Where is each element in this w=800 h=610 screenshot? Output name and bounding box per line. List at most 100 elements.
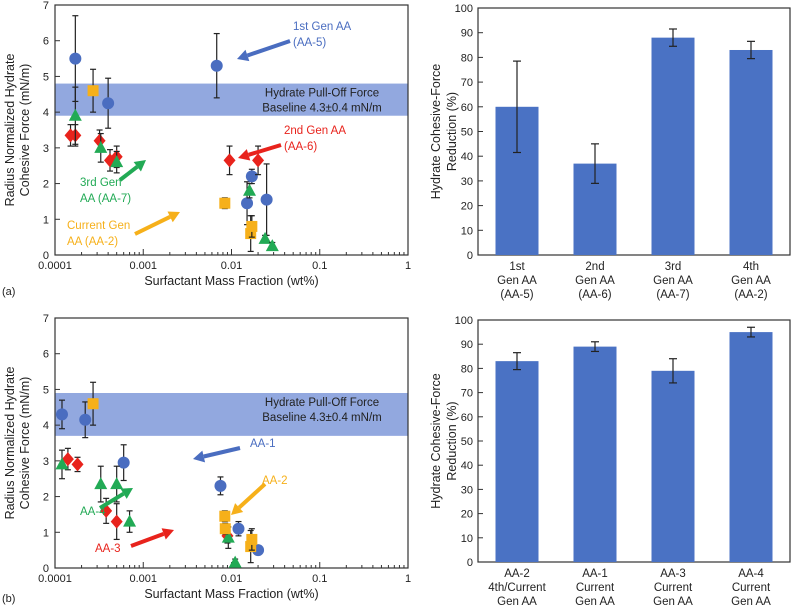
x-tick-label: 0.001 xyxy=(129,260,157,272)
annotation-arrow-head xyxy=(120,488,133,499)
category-label: AA-2 xyxy=(504,568,530,580)
category-label: Gen AA xyxy=(653,275,693,287)
y-tick-label: 80 xyxy=(461,52,473,64)
y-axis-label-line1: Hydrate Cohesive-Force xyxy=(429,373,443,509)
x-axis-label: Surfactant Mass Fraction (wt%) xyxy=(144,274,318,288)
category-label: Gen AA xyxy=(497,275,537,287)
y-axis-label-line1: Radius Normalized Hydrate xyxy=(3,367,17,520)
annotation-label: 2nd Gen AA xyxy=(284,125,346,137)
y-tick-label: 4 xyxy=(43,420,49,432)
data-point xyxy=(214,479,227,492)
scatter-chart-b: Hydrate Pull-Off Force Baseline 4.3±0.4 m… xyxy=(3,313,411,601)
baseline-value-label: Baseline 4.3±0.4 mN/m xyxy=(262,103,381,115)
data-point xyxy=(110,477,124,490)
y-tick-label: 7 xyxy=(43,313,49,325)
data-point xyxy=(258,231,272,244)
data-point xyxy=(243,183,257,196)
x-tick-label: 0.0001 xyxy=(38,573,72,585)
data-point xyxy=(110,155,124,168)
category-label: (AA-7) xyxy=(656,289,689,301)
y-tick-label: 30 xyxy=(461,176,473,188)
annotation-label: AA (AA-7) xyxy=(80,193,131,205)
annotation-arrow-head xyxy=(133,160,146,172)
category-label: Gen AA xyxy=(575,275,615,287)
data-point xyxy=(228,555,242,568)
data-point xyxy=(71,457,84,472)
bar xyxy=(495,361,539,562)
bar xyxy=(729,332,773,562)
y-tick-label: 90 xyxy=(461,339,473,351)
data-point xyxy=(69,52,82,65)
category-label: Gen AA xyxy=(731,596,771,608)
data-point xyxy=(87,398,99,410)
data-point xyxy=(210,59,223,72)
annotation-label: AA-1 xyxy=(250,438,276,450)
data-point xyxy=(123,514,137,527)
data-point xyxy=(223,153,236,168)
y-tick-label: 4 xyxy=(43,107,49,119)
annotation-label: 1st Gen AA xyxy=(293,21,352,33)
y-tick-label: 90 xyxy=(461,28,473,40)
annotation-label: 3rd Gen xyxy=(80,177,122,189)
annotation-arrow-shaft xyxy=(203,446,241,459)
category-label: Gen AA xyxy=(731,275,771,287)
category-label: 3rd xyxy=(665,261,682,273)
annotation-arrow-head xyxy=(238,149,251,161)
category-label: 4th xyxy=(743,261,759,273)
data-point xyxy=(219,197,231,209)
annotation-arrow-shaft xyxy=(237,482,267,510)
y-axis-label-line2: Cohesive Force (mN/m) xyxy=(18,377,32,510)
x-tick-label: 0.01 xyxy=(221,260,242,272)
annotation-arrow-shaft xyxy=(134,215,171,236)
category-label: AA-3 xyxy=(660,568,686,580)
y-tick-label: 1 xyxy=(43,214,49,226)
scatter-chart-a: Hydrate Pull-Off Force Baseline 4.3±0.4 m… xyxy=(3,0,411,288)
y-tick-label: 0 xyxy=(43,563,49,575)
data-point xyxy=(246,533,258,545)
y-tick-label: 100 xyxy=(455,3,473,15)
y-tick-label: 10 xyxy=(461,533,473,545)
annotation-label: Current Gen xyxy=(67,220,130,232)
baseline-value-label: Baseline 4.3±0.4 mN/m xyxy=(262,412,381,424)
category-label: 1st xyxy=(509,261,525,273)
y-tick-label: 6 xyxy=(43,36,49,48)
annotation-arrow-head xyxy=(237,49,250,62)
data-point xyxy=(117,456,130,469)
data-point xyxy=(87,85,99,97)
annotation-arrow-head xyxy=(193,450,206,463)
plot-frame xyxy=(54,317,409,569)
x-tick-label: 0.0001 xyxy=(38,260,72,272)
annotation-arrow-head xyxy=(161,528,174,540)
category-label: Current xyxy=(576,582,615,594)
category-label: Current xyxy=(654,582,693,594)
annotation-label: AA-4 xyxy=(80,506,106,518)
baseline-label: Hydrate Pull-Off Force xyxy=(265,397,379,409)
data-point xyxy=(232,522,245,535)
annotation-label: (AA-5) xyxy=(293,37,326,49)
y-tick-label: 2 xyxy=(43,492,49,504)
annotation-label: AA-3 xyxy=(95,543,121,555)
y-axis-label-line2: Reduction (%) xyxy=(445,92,459,171)
y-tick-label: 40 xyxy=(461,460,473,472)
y-tick-label: 5 xyxy=(43,71,49,83)
category-label: Gen AA xyxy=(575,596,615,608)
y-tick-label: 0 xyxy=(43,250,49,262)
bar-chart-b: 0 10 20 30 40 50 60 70 80 90 100 Hydrate Cohesive-F… xyxy=(429,315,791,608)
data-point xyxy=(93,133,106,148)
y-tick-label: 6 xyxy=(43,349,49,361)
data-point xyxy=(245,170,258,183)
y-tick-label: 0 xyxy=(467,250,473,262)
data-point xyxy=(252,153,265,168)
x-tick-label: 0.1 xyxy=(312,573,327,585)
y-tick-label: 0 xyxy=(467,557,473,569)
category-label: Current xyxy=(732,582,771,594)
y-tick-label: 40 xyxy=(461,151,473,163)
plot-frame xyxy=(54,4,409,256)
category-label: 2nd xyxy=(585,261,604,273)
baseline-band xyxy=(55,83,408,116)
annotation-arrow-shaft xyxy=(98,491,125,510)
x-tick-label: 0.1 xyxy=(312,260,327,272)
y-tick-label: 70 xyxy=(461,388,473,400)
data-point xyxy=(219,510,231,522)
y-tick-label: 10 xyxy=(461,225,473,237)
